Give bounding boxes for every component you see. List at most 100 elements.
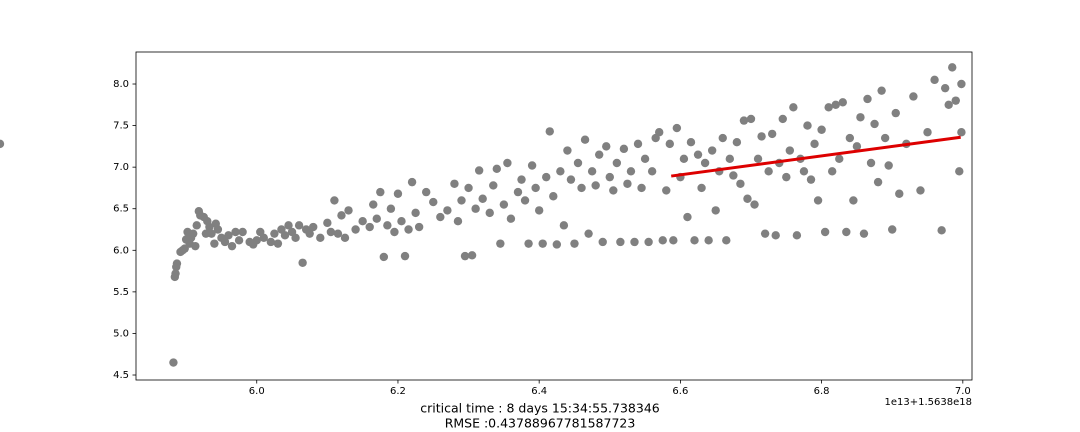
scatter-point: [252, 236, 261, 245]
scatter-point: [323, 218, 332, 228]
scatter-point: [940, 83, 950, 93]
scatter-point: [686, 138, 696, 147]
scatter-point: [923, 128, 932, 137]
scatter-point: [191, 241, 200, 251]
scatter-point: [951, 96, 960, 105]
scatter-point: [849, 196, 858, 205]
scatter-point: [414, 222, 424, 232]
scatter-point: [344, 206, 353, 215]
scatter-point: [810, 139, 819, 149]
scatter-point: [210, 239, 219, 248]
scatter-point: [612, 158, 622, 168]
scatter-point: [587, 167, 597, 176]
scatter-point: [605, 172, 614, 182]
scatter-point: [379, 252, 389, 262]
scatter-point: [870, 119, 879, 129]
scatter-point: [640, 154, 650, 164]
scatter-point: [538, 239, 547, 248]
scatter-point: [527, 161, 537, 170]
scatter-point: [944, 100, 953, 109]
scatter-point: [704, 236, 713, 245]
scatter-point: [616, 237, 625, 247]
plot-frame: [135, 51, 973, 381]
scatter-point: [866, 158, 876, 168]
scatter-point: [957, 128, 966, 137]
scatter-point: [609, 186, 618, 195]
scatter-point: [633, 139, 643, 149]
scatter-point: [340, 233, 350, 243]
scatter-point: [722, 236, 731, 245]
y-tick-label: 7.5: [113, 121, 129, 132]
scatter-point: [683, 212, 692, 222]
scatter-point: [231, 227, 240, 237]
x-tick-label: 6.2: [390, 386, 406, 397]
scatter-point: [820, 227, 830, 237]
scatter-point: [679, 154, 689, 164]
scatter-point: [718, 133, 727, 143]
scatter-point: [693, 150, 703, 159]
scatter-point: [711, 206, 720, 215]
scatter-point: [767, 129, 777, 139]
scatter-point: [778, 114, 787, 124]
scatter-point: [707, 146, 717, 155]
scatter-point: [753, 154, 763, 164]
scatter-point: [460, 251, 470, 261]
scatter-point: [333, 229, 343, 238]
scatter-point: [598, 237, 607, 247]
scatter-point: [764, 167, 773, 176]
scatter-point: [386, 204, 396, 213]
scatter-point: [591, 181, 600, 190]
scatter-point: [309, 222, 318, 232]
scatter-point: [630, 237, 639, 247]
scatter-point: [700, 158, 710, 168]
scatter-point: [619, 144, 629, 154]
scatter-point: [443, 206, 452, 215]
scatter-point: [863, 94, 872, 104]
scatter-point: [224, 231, 233, 240]
scatter-point: [474, 166, 484, 175]
scatter-point: [948, 63, 957, 72]
scatter-point: [566, 175, 576, 184]
scatter-point: [792, 231, 802, 240]
scatter-point: [499, 200, 509, 209]
scatter-point: [817, 125, 826, 134]
scatter-point: [637, 183, 646, 193]
scatter-point: [729, 171, 738, 180]
fit-line: [671, 135, 961, 178]
scatter-point: [743, 194, 752, 203]
scatter-point: [789, 103, 798, 112]
scatter-point: [909, 92, 918, 101]
scatter-point: [485, 208, 494, 218]
y-tick-label: 8.0: [113, 79, 129, 90]
scatter-point: [400, 251, 410, 261]
scatter-point: [520, 196, 530, 205]
scatter-point: [234, 236, 244, 245]
scatter-point: [358, 216, 367, 226]
scatter-point: [877, 86, 886, 95]
scatter-point: [545, 127, 554, 136]
scatter-point: [644, 237, 653, 247]
scatter-point: [192, 221, 201, 230]
scatter-point: [884, 161, 893, 170]
scatter-point: [895, 189, 904, 198]
scatter-point: [888, 225, 897, 234]
scatter-point: [662, 186, 671, 195]
scatter-point: [404, 225, 413, 234]
scatter-point: [697, 183, 706, 193]
x-offset-label: 1e13+1.5638e18: [885, 397, 973, 408]
scatter-point: [556, 167, 565, 176]
scatter-point: [169, 358, 178, 367]
scatter-point: [803, 121, 812, 130]
scatter-point: [757, 132, 766, 141]
scatter-point: [478, 194, 487, 203]
x-tick-label: 7.0: [955, 386, 971, 397]
scatter-point: [827, 167, 837, 176]
scatter-point: [351, 225, 360, 234]
scatter-point: [937, 226, 946, 235]
x-tick-label: 6.0: [249, 386, 265, 397]
scatter-point: [207, 229, 216, 238]
scatter-point: [626, 167, 636, 176]
scatter-point: [450, 179, 459, 188]
scatter-point: [376, 187, 385, 197]
